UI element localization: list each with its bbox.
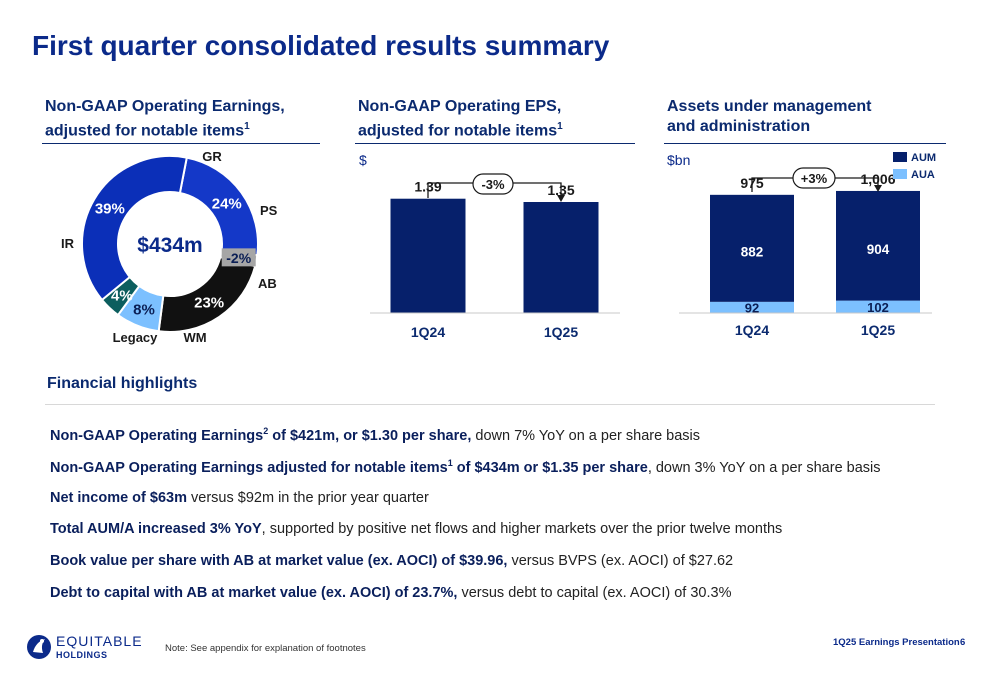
- highlights-rule: [45, 404, 935, 405]
- legend-label-aum: AUM: [911, 152, 936, 164]
- logo-wordmark: EQUITABLE: [56, 633, 143, 649]
- highlight-item: Total AUM/A increased 3% YoY, supported …: [50, 521, 783, 537]
- eps-bar-1q24: [390, 198, 466, 313]
- earnings-rule: [42, 143, 320, 144]
- segment-name-gr: GR: [202, 149, 222, 164]
- earnings-title-line1: Non-GAAP Operating Earnings,: [45, 98, 285, 115]
- legend-label-aua: AUA: [911, 169, 935, 181]
- eps-unit: $: [359, 152, 367, 168]
- aua-bar-1q25: [836, 300, 920, 313]
- page-number: 6: [960, 637, 966, 648]
- donut-slice-ir: [81, 155, 188, 302]
- slice-value-label-wm: 8%: [133, 301, 155, 318]
- equitable-logo-icon: [27, 635, 51, 659]
- aum-category-1q24: 1Q24: [735, 322, 769, 338]
- slice-value-label-gr: 24%: [212, 196, 242, 213]
- aum-value-label-1q24: 882: [741, 245, 764, 260]
- presentation-name: 1Q25 Earnings Presentation: [833, 637, 960, 648]
- segment-name-ir: IR: [61, 236, 75, 251]
- aum-rule: [664, 143, 946, 144]
- segment-name-ps: PS: [260, 203, 278, 218]
- aua-value-label-1q25: 102: [867, 300, 889, 315]
- logo-subtitle: HOLDINGS: [56, 650, 108, 660]
- aum-category-1q25: 1Q25: [861, 322, 895, 338]
- eps-bar-1q25: [523, 202, 599, 313]
- aum-value-label-1q25: 904: [867, 242, 890, 257]
- eps-category-1q24: 1Q24: [411, 324, 445, 340]
- donut-center-label: $434m: [137, 234, 202, 257]
- highlight-item: Non-GAAP Operating Earnings2 of $421m, o…: [50, 426, 701, 444]
- page-title: First quarter consolidated results summa…: [32, 30, 610, 61]
- highlight-item: Book value per share with AB at market v…: [50, 553, 734, 569]
- aum-bar-1q25: [836, 190, 920, 301]
- aum-stacked-bar-chart: 1Q24 1Q25 975 1,006 882 904 92 102 +3% A…: [679, 152, 936, 338]
- eps-change-arrow-icon: [557, 195, 565, 202]
- slice-value-label-ab: 23%: [194, 295, 224, 312]
- eps-bar-chart: 1Q24 1Q25 1.39 1.35 -3%: [370, 173, 620, 340]
- eps-change-pill: [472, 173, 514, 195]
- aum-change-arrow-icon: [874, 185, 882, 192]
- eps-rule: [355, 143, 635, 144]
- donut-slice-labels: 24% -2% 23% 8%4% 39%: [95, 196, 256, 318]
- slice-value-label-legacy: 4%: [111, 287, 133, 304]
- aum-title-line1: Assets under management: [667, 98, 872, 115]
- earnings-section-title: Non-GAAP Operating Earnings, adjusted fo…: [45, 97, 285, 141]
- aua-bar-1q24: [710, 301, 794, 313]
- aum-bar-1q24: [710, 194, 794, 302]
- eps-title-line2: adjusted for notable items1: [358, 121, 563, 140]
- eps-title-line1: Non-GAAP Operating EPS,: [358, 98, 562, 115]
- earnings-title-line2: adjusted for notable items1: [45, 121, 250, 140]
- eps-bars: [390, 198, 599, 313]
- aum-title-line2: and administration: [667, 118, 811, 135]
- eps-category-1q25: 1Q25: [544, 324, 578, 340]
- legend-swatch-aum: [893, 152, 907, 162]
- slice-value-label-ps: -2%: [226, 250, 251, 266]
- highlight-item: Non-GAAP Operating Earnings adjusted for…: [50, 458, 881, 476]
- legend-swatch-aua: [893, 169, 907, 179]
- segment-name-wm: WM: [183, 330, 206, 345]
- highlight-item: Net income of $63m versus $92m in the pr…: [50, 490, 429, 506]
- aum-bars: [710, 190, 920, 313]
- eps-change-label: -3%: [481, 177, 505, 192]
- segment-name-ab: AB: [258, 276, 277, 291]
- aum-change-label: +3%: [801, 171, 828, 186]
- aum-change-pill: [792, 167, 836, 189]
- aum-unit: $bn: [667, 152, 691, 168]
- footnote-note: Note: See appendix for explanation of fo…: [165, 643, 366, 654]
- highlight-item: Debt to capital with AB at market value …: [50, 585, 732, 601]
- slice-value-label-ir: 39%: [95, 201, 125, 218]
- earnings-donut-chart: 24% -2% 23% 8%4% 39% $434m GR PS AB WM Legac…: [61, 149, 278, 345]
- segment-name-legacy: Legacy: [113, 330, 159, 345]
- aum-section-title: Assets under management and administrati…: [667, 97, 872, 137]
- highlights-heading: Financial highlights: [47, 375, 198, 392]
- eps-section-title: Non-GAAP Operating EPS, adjusted for not…: [358, 97, 563, 141]
- aua-value-label-1q24: 92: [745, 300, 759, 315]
- slice-label-bg-ps: [221, 248, 256, 267]
